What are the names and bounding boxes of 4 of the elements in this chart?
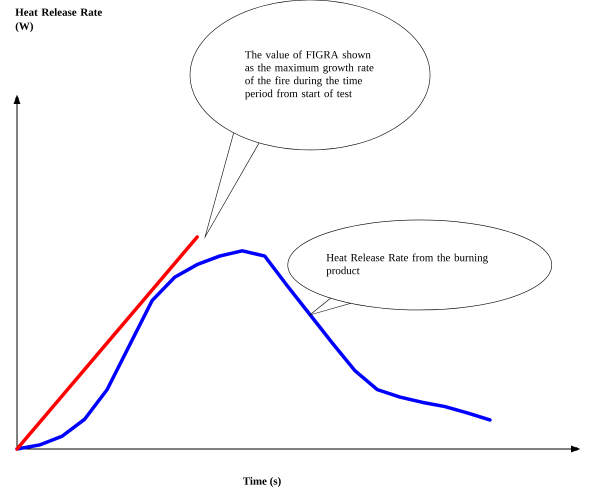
annotation: Heat Release Rate from the burning product xyxy=(326,253,488,276)
x-axis-title: Time (s) xyxy=(242,477,281,487)
text: Heat Release Rate (W) xyxy=(15,8,102,32)
text: The value of FIGRA shown as the maximum growth rate of the fire during the time period from start of test xyxy=(245,50,374,100)
